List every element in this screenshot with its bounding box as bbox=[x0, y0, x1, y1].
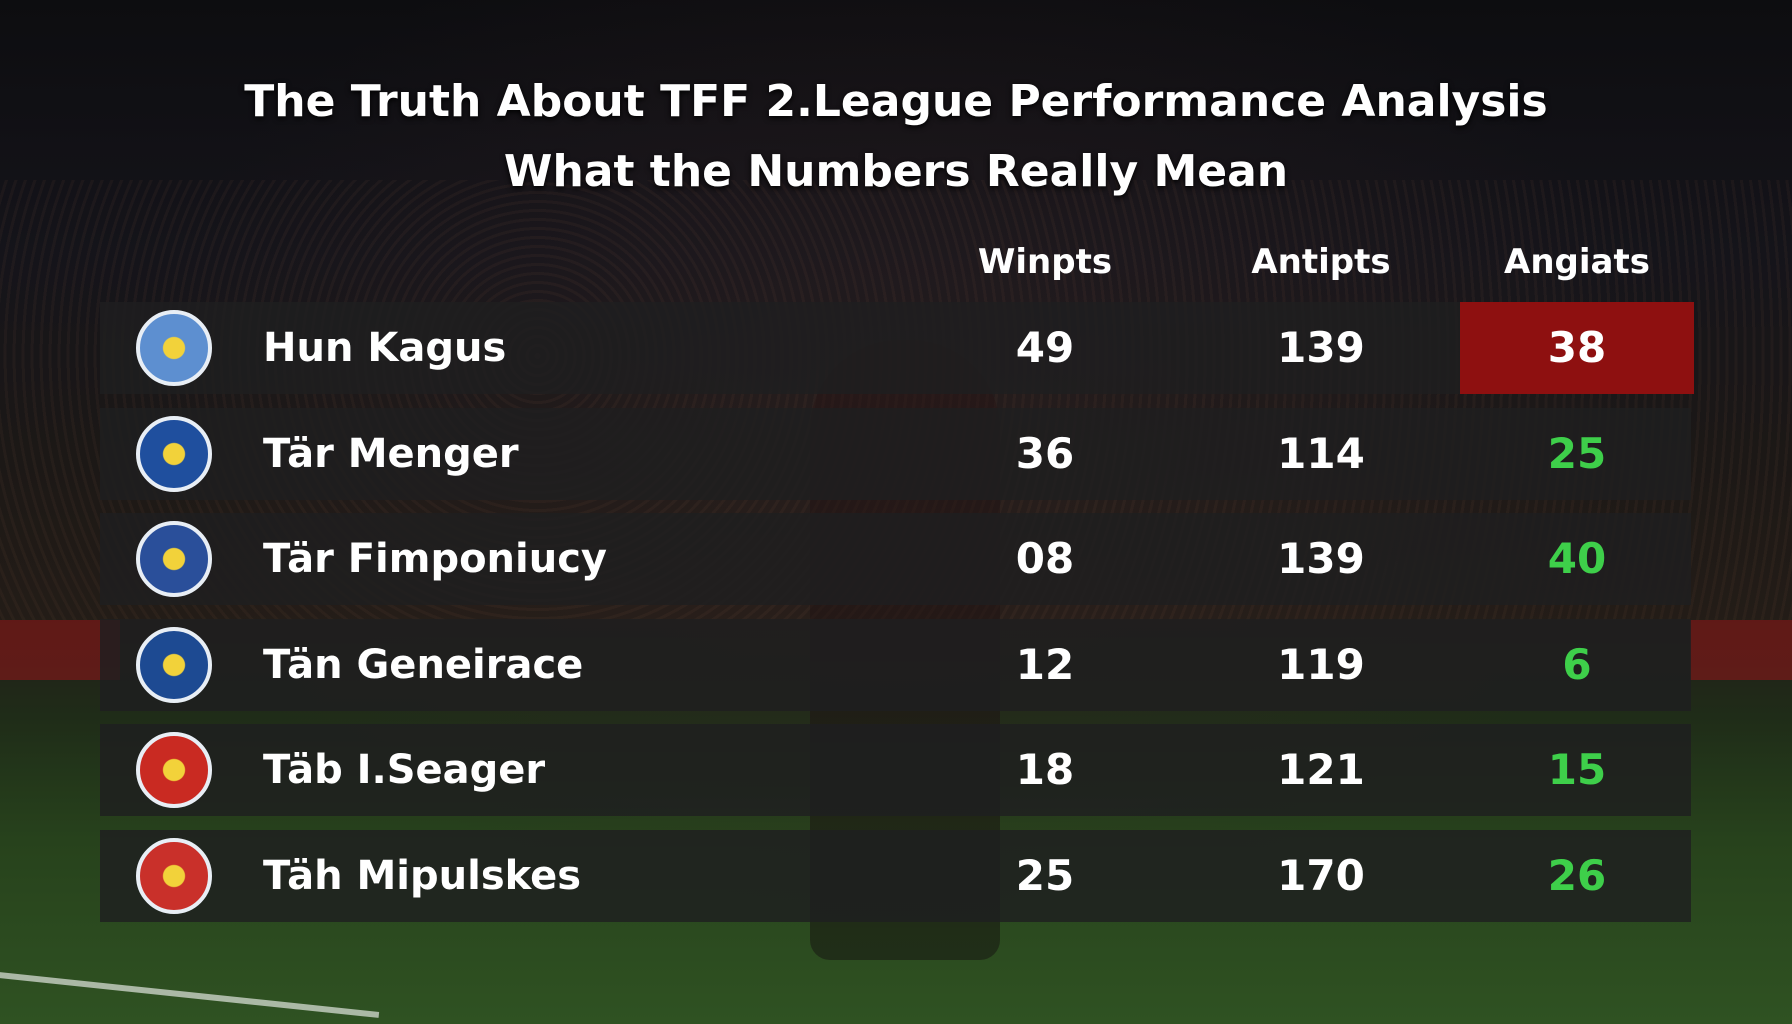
subtitle: What the Numbers Really Mean bbox=[503, 146, 1289, 197]
table-cell: 12 bbox=[1015, 639, 1075, 689]
title: The Truth About TFF 2.League Performance… bbox=[244, 76, 1548, 127]
table-row bbox=[100, 302, 1691, 394]
table-cell: 114 bbox=[1277, 428, 1365, 478]
table-row bbox=[100, 618, 1691, 711]
team-name: Tän Geneirace bbox=[263, 641, 584, 688]
team-name: Täh Mipulskes bbox=[263, 852, 582, 899]
column-header: Winpts bbox=[977, 242, 1113, 282]
team-name: Tär Menger bbox=[263, 430, 519, 477]
team-name: Hun Kagus bbox=[263, 325, 507, 371]
table-cell: 121 bbox=[1277, 745, 1365, 794]
team-name: Tär Fimponiucy bbox=[263, 536, 608, 582]
table-cell: 6 bbox=[1562, 639, 1592, 689]
table-cell: 38 bbox=[1460, 302, 1694, 394]
table-row bbox=[100, 724, 1691, 816]
table-row bbox=[100, 513, 1691, 605]
column-header: Angiats bbox=[1504, 242, 1650, 282]
pitch-line bbox=[0, 968, 380, 1018]
table-row bbox=[100, 829, 1691, 922]
column-header: Antipts bbox=[1251, 242, 1391, 282]
table-cell: 26 bbox=[1547, 850, 1607, 900]
table-cell: 36 bbox=[1015, 428, 1075, 478]
table-cell: 18 bbox=[1015, 745, 1075, 794]
team-name: Täb I.Seager bbox=[263, 747, 546, 793]
team-logo bbox=[136, 521, 212, 597]
table-cell: 25 bbox=[1015, 850, 1075, 900]
banner bbox=[1690, 620, 1792, 680]
table-cell: 139 bbox=[1277, 323, 1365, 372]
table-cell: 139 bbox=[1277, 534, 1365, 583]
table-cell: 25 bbox=[1547, 428, 1607, 478]
table-cell: 08 bbox=[1015, 534, 1075, 583]
team-logo bbox=[136, 415, 212, 492]
team-logo bbox=[136, 310, 212, 386]
table-row bbox=[100, 407, 1691, 500]
table-cell: 170 bbox=[1277, 850, 1365, 900]
table-cell: 49 bbox=[1015, 323, 1075, 372]
table-cell: 40 bbox=[1547, 534, 1607, 583]
team-logo bbox=[136, 626, 212, 703]
team-logo bbox=[136, 837, 212, 914]
team-logo bbox=[136, 732, 212, 808]
table-cell: 15 bbox=[1547, 745, 1607, 794]
table-cell: 119 bbox=[1277, 639, 1365, 689]
